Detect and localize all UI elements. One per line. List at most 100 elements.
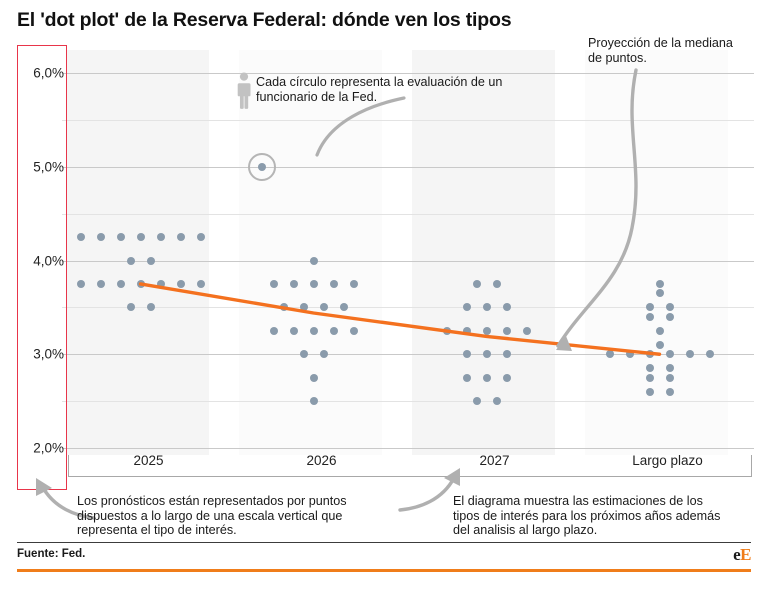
dot-point: [605, 350, 614, 359]
dot-point: [462, 373, 471, 382]
dot-point: [176, 279, 185, 288]
dot-point: [196, 233, 205, 242]
footer-accent-rule: [17, 569, 751, 572]
dot-point: [309, 279, 318, 288]
logo: eE: [733, 545, 751, 565]
dot-point: [645, 312, 654, 321]
y-axis-highlight-box: [17, 45, 67, 490]
dot-point: [645, 364, 654, 373]
dot-point: [655, 340, 664, 349]
dot-point: [96, 233, 105, 242]
dot-point: [665, 303, 674, 312]
dot-point: [655, 289, 664, 298]
dot-point: [289, 279, 298, 288]
dot-point: [319, 303, 328, 312]
dot-point: [146, 256, 155, 265]
gridline-4: [62, 260, 754, 262]
category-band-2026: [239, 50, 382, 455]
y-tick-label: 2,0%: [33, 440, 64, 456]
category-band-2027: [412, 50, 555, 455]
category-band-largo-plazo: [585, 50, 728, 455]
dot-point: [76, 279, 85, 288]
x-tick-label-largo-plazo: Largo plazo: [632, 453, 703, 468]
gridline-minor: [62, 213, 754, 215]
dot-point: [462, 326, 471, 335]
x-tick-label-2027: 2027: [479, 453, 510, 468]
dot-point: [349, 279, 358, 288]
dot-point: [269, 279, 278, 288]
dot-point: [625, 350, 634, 359]
dot-point: [339, 303, 348, 312]
x-tick-label-2026: 2026: [306, 453, 337, 468]
dot-point: [665, 312, 674, 321]
y-tick-label: 3,0%: [33, 346, 64, 362]
dot-point: [502, 373, 511, 382]
dot-point: [502, 350, 511, 359]
dot-point: [645, 373, 654, 382]
dot-point: [196, 279, 205, 288]
gridline-minor: [62, 119, 754, 121]
dot-point: [289, 326, 298, 335]
dot-point: [502, 303, 511, 312]
dot-point: [156, 233, 165, 242]
dot-point: [136, 233, 145, 242]
annotation-each-circle: Cada círculo representa la evaluación de…: [256, 75, 503, 104]
dot-point: [299, 350, 308, 359]
dot-point: [462, 350, 471, 359]
dot-point: [116, 279, 125, 288]
logo-e: e: [733, 545, 741, 564]
page-title: El 'dot plot' de la Reserva Federal: dón…: [17, 9, 512, 31]
dot-point: [146, 303, 155, 312]
dot-point: [126, 256, 135, 265]
dot-point: [309, 373, 318, 382]
dot-point: [309, 256, 318, 265]
dot-point: [482, 373, 491, 382]
dot-point: [156, 279, 165, 288]
dot-point: [176, 233, 185, 242]
dot-point: [665, 373, 674, 382]
dot-point: [655, 326, 664, 335]
dot-point: [299, 303, 308, 312]
dot-point: [472, 279, 481, 288]
gridline-2: [62, 448, 754, 449]
dot-point: [126, 303, 135, 312]
dot-point: [645, 387, 654, 396]
dot-point: [309, 397, 318, 406]
x-tick-label-2025: 2025: [133, 453, 164, 468]
source-note: Fuente: Fed.: [17, 548, 86, 560]
highlighted-dot-marker: [247, 152, 276, 181]
annotation-median-projection: Proyección de la mediana de puntos.: [588, 36, 733, 65]
plot-area: [62, 50, 754, 455]
dot-point: [116, 233, 125, 242]
dot-point: [349, 326, 358, 335]
category-band-2025: [66, 50, 209, 455]
dot-point: [665, 364, 674, 373]
dot-point: [96, 279, 105, 288]
gridline-minor: [62, 401, 754, 403]
dot-point: [279, 303, 288, 312]
gridline-5: [62, 166, 754, 168]
dot-point: [492, 397, 501, 406]
dot-point: [492, 279, 501, 288]
logo-E: E: [740, 545, 751, 564]
dot-point: [705, 350, 714, 359]
highlighted-dot: [257, 162, 266, 171]
dot-point: [462, 303, 471, 312]
footer-divider: [17, 542, 751, 543]
dot-point: [76, 233, 85, 242]
dot-point: [645, 350, 654, 359]
dot-point: [655, 279, 664, 288]
gridline-6: [62, 73, 754, 74]
annotation-forecasts: Los pronósticos están representados por …: [77, 494, 347, 538]
dot-point: [136, 279, 145, 288]
dot-point: [329, 279, 338, 288]
dot-point: [319, 350, 328, 359]
person-icon: [237, 72, 251, 109]
dot-point: [665, 387, 674, 396]
dot-point: [269, 326, 278, 335]
y-tick-label: 4,0%: [33, 253, 64, 268]
annotation-diagram: El diagrama muestra las estimaciones de …: [453, 494, 721, 538]
y-tick-label: 6,0%: [33, 65, 64, 81]
dot-point: [522, 326, 531, 335]
dot-point: [442, 326, 451, 335]
